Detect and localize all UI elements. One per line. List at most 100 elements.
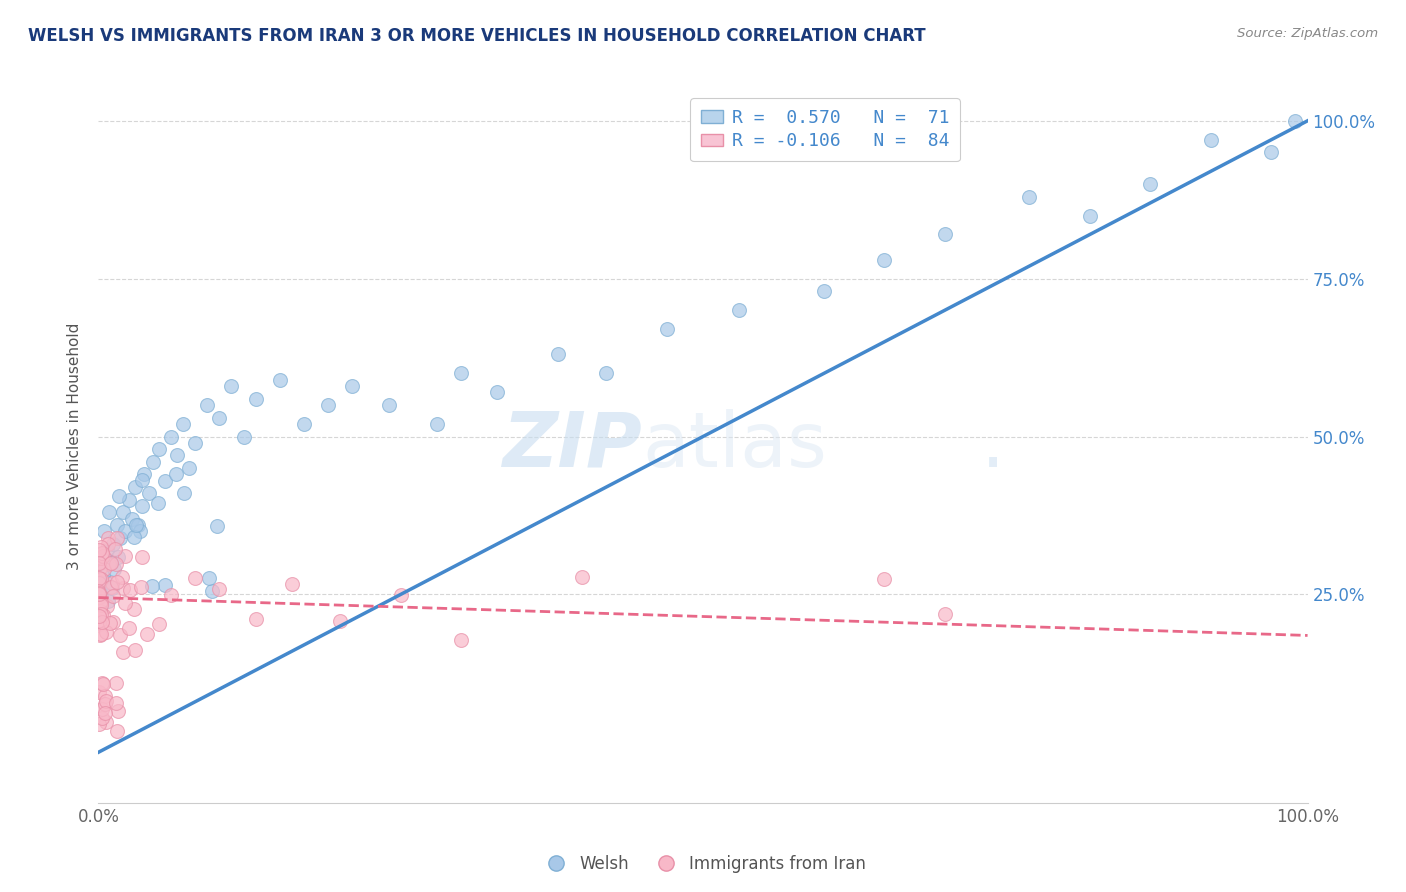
Point (114, 595, 136, 609)
Point (934, 227, 956, 242)
Point (90, 627, 112, 641)
Point (122, 530, 145, 544)
Point (571, 570, 593, 584)
Text: Source: ZipAtlas.com: Source: ZipAtlas.com (1237, 27, 1378, 40)
Point (135, 626, 157, 640)
Point (96, 543, 118, 558)
Point (160, 429, 183, 443)
Point (87, 685, 110, 699)
Point (1018, 189, 1040, 203)
Point (105, 724, 128, 739)
Point (94, 697, 117, 711)
Point (160, 588, 183, 602)
Point (108, 531, 131, 545)
Point (389, 588, 412, 602)
Point (107, 704, 129, 718)
Point (87, 618, 110, 632)
Point (195, 398, 218, 412)
Point (91, 549, 114, 563)
Point (153, 474, 176, 488)
Point (131, 499, 153, 513)
Legend: R =  0.570   N =  71, R = -0.106   N =  84: R = 0.570 N = 71, R = -0.106 N = 84 (690, 98, 960, 161)
Point (208, 582, 231, 597)
Point (232, 429, 254, 443)
Point (316, 398, 339, 412)
Point (94, 715, 117, 730)
Point (89, 590, 111, 604)
Point (87, 571, 110, 585)
Point (98, 615, 121, 630)
Point (87, 583, 110, 598)
Point (89, 716, 111, 731)
Point (97, 531, 120, 545)
Point (1078, 209, 1101, 223)
Point (89, 604, 111, 618)
Point (94, 706, 117, 721)
Y-axis label: 3 or more Vehicles in Household: 3 or more Vehicles in Household (67, 322, 83, 570)
Text: .: . (981, 409, 1005, 483)
Point (184, 572, 207, 586)
Text: ZIP: ZIP (503, 409, 643, 483)
Point (97, 537, 120, 551)
Point (105, 558, 128, 572)
Point (90, 572, 112, 586)
Point (114, 549, 136, 564)
Point (87, 587, 110, 601)
Point (281, 577, 304, 591)
Point (90, 551, 112, 566)
Point (205, 519, 228, 533)
Point (165, 467, 187, 482)
Point (122, 601, 145, 615)
Point (221, 379, 243, 393)
Point (184, 435, 207, 450)
Point (1284, 113, 1306, 128)
Point (172, 417, 194, 431)
Point (89, 561, 111, 575)
Point (111, 505, 134, 519)
Point (103, 562, 125, 576)
Point (1139, 177, 1161, 191)
Point (91, 677, 114, 691)
Point (873, 252, 896, 267)
Point (94, 689, 117, 703)
Point (148, 617, 170, 632)
Point (245, 612, 267, 626)
Point (118, 621, 141, 635)
Legend: Welsh, Immigrants from Iran: Welsh, Immigrants from Iran (533, 848, 873, 880)
Point (105, 532, 128, 546)
Point (101, 576, 124, 591)
Point (450, 367, 472, 381)
Point (131, 550, 153, 565)
Point (97, 593, 120, 607)
Point (655, 322, 678, 336)
Point (111, 645, 134, 659)
Point (129, 580, 152, 594)
Point (934, 607, 956, 621)
Point (105, 675, 128, 690)
Point (91, 607, 114, 622)
Point (148, 442, 170, 457)
Point (90, 547, 112, 561)
Point (131, 473, 153, 487)
Point (91, 711, 114, 725)
Point (94, 624, 117, 639)
Point (1199, 133, 1222, 147)
Point (179, 461, 201, 475)
Point (90, 599, 112, 613)
Point (873, 572, 896, 586)
Point (90, 676, 112, 690)
Point (91, 546, 114, 560)
Point (93, 562, 115, 576)
Point (94, 574, 117, 589)
Point (108, 628, 131, 642)
Point (292, 417, 315, 431)
Point (100, 556, 122, 570)
Point (90, 540, 112, 554)
Point (89, 628, 111, 642)
Point (100, 581, 122, 595)
Point (90, 587, 112, 601)
Point (173, 486, 195, 500)
Text: atlas: atlas (643, 409, 827, 483)
Point (118, 492, 141, 507)
Point (1260, 145, 1282, 160)
